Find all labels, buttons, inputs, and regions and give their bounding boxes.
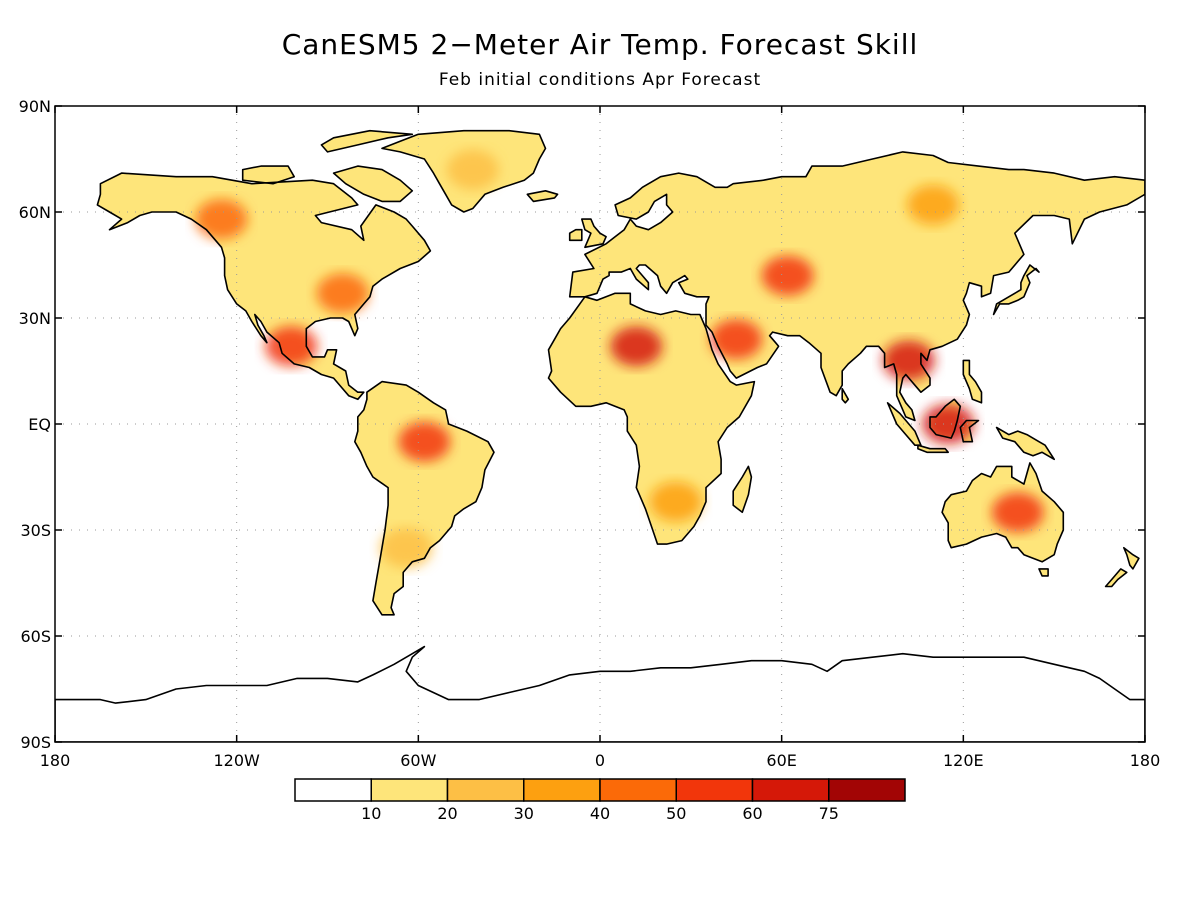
lat-tick-label: 90N [19, 97, 51, 116]
colorbar-label: 20 [437, 804, 457, 823]
chart-title: CanESM5 2−Meter Air Temp. Forecast Skill [281, 28, 919, 61]
skill-fill-great-britain [581, 219, 607, 248]
skill-region-4 [398, 421, 451, 462]
lat-tick-label: 60N [19, 203, 51, 222]
coastline-new-guinea [995, 426, 1055, 461]
coastline-sulawesi [959, 419, 980, 443]
colorbar-label: 30 [514, 804, 534, 823]
coastline-philippines [962, 359, 983, 404]
colorbar-swatch [675, 778, 754, 802]
lat-tick-label: 60S [20, 627, 51, 646]
coastline-eurasia [568, 151, 1145, 422]
skill-region-13 [991, 492, 1044, 533]
skill-fill-baffin-island [333, 166, 413, 202]
colorbar-swatch [446, 778, 525, 802]
lon-tick-label: 60E [766, 751, 796, 770]
skill-fill-tasmania [1039, 568, 1049, 576]
lat-tick-label: 90S [20, 733, 51, 752]
coastline-australia [941, 462, 1065, 563]
skill-region-12 [649, 481, 702, 522]
colorbar-swatch [751, 778, 830, 802]
colorbar-swatch [828, 778, 906, 802]
coastline-victoria-island [241, 165, 296, 185]
coastline-baffin-island [332, 165, 414, 203]
lat-tick-label: EQ [28, 415, 51, 434]
coastline-tasmania [1038, 568, 1049, 577]
coastline-iceland [526, 190, 559, 203]
skill-fill-north-america [97, 173, 431, 400]
colorbar-label: 40 [590, 804, 610, 823]
colorbar-swatch [294, 778, 372, 802]
skill-fill-japan [993, 265, 1039, 315]
chart-subtitle: Feb initial conditions Apr Forecast [438, 70, 762, 90]
skill-fill-sumatra [887, 402, 921, 446]
skill-fill-victoria-island [242, 166, 295, 184]
coastline-antarctica [55, 645, 1145, 742]
coastline-java [917, 444, 950, 454]
lon-tick-label: 120E [943, 751, 984, 770]
skill-fill-new-zealand-south [1105, 568, 1127, 587]
coastline-borneo [929, 398, 962, 439]
coastline-ellesmere-island [320, 129, 414, 153]
colorbar: 10 20 30 40 50 60 75 [294, 778, 906, 823]
coastline-north-america [96, 172, 432, 401]
skill-fill-africa [548, 293, 755, 545]
skill-fill-eurasia [569, 151, 1145, 421]
gridlines [55, 106, 1145, 742]
skill-region-0 [195, 199, 248, 240]
coastline-south-america [353, 380, 495, 616]
colorbar-label: 50 [666, 804, 686, 823]
skill-fill-philippines [963, 360, 982, 403]
lat-tick-label: 30N [19, 309, 51, 328]
coastline-africa [547, 292, 756, 545]
skill-region-1 [316, 273, 369, 314]
coastline-madagascar [732, 465, 753, 514]
colorbar-swatch [370, 778, 449, 802]
lon-tick-label: 120W [213, 751, 260, 770]
colorbar-swatch [523, 778, 601, 802]
skill-field-layer [97, 130, 1145, 615]
coastlines [55, 129, 1145, 742]
coastline-new-zealand-north [1123, 546, 1140, 570]
colorbar-label: 75 [819, 804, 839, 823]
lat-tick-label: 30S [20, 521, 51, 540]
skill-region-5 [380, 527, 433, 568]
coastline-sri-lanka [841, 387, 850, 404]
skill-region-3 [446, 149, 499, 190]
colorbar-label: 10 [361, 804, 381, 823]
skill-region-8 [761, 255, 814, 296]
lon-tick-label: 180 [1130, 751, 1161, 770]
skill-region-7 [710, 319, 763, 360]
lon-tick-label: 180 [40, 751, 71, 770]
lon-tick-label: 60W [400, 751, 436, 770]
colorbar-swatch [599, 778, 677, 802]
lon-tick-label: 0 [595, 751, 605, 770]
colorbar-label: 60 [742, 804, 762, 823]
coastline-greenland [381, 129, 547, 213]
skill-region-2 [265, 326, 318, 367]
skill-fill-madagascar [733, 466, 752, 513]
skill-region-6 [610, 326, 663, 367]
skill-fill-new-guinea [996, 427, 1055, 460]
skill-region-9 [907, 184, 960, 225]
coastline-japan [992, 264, 1040, 316]
coastline-new-zealand-south [1104, 568, 1128, 588]
coastline-great-britain [580, 218, 607, 249]
coastline-ireland [568, 228, 583, 242]
